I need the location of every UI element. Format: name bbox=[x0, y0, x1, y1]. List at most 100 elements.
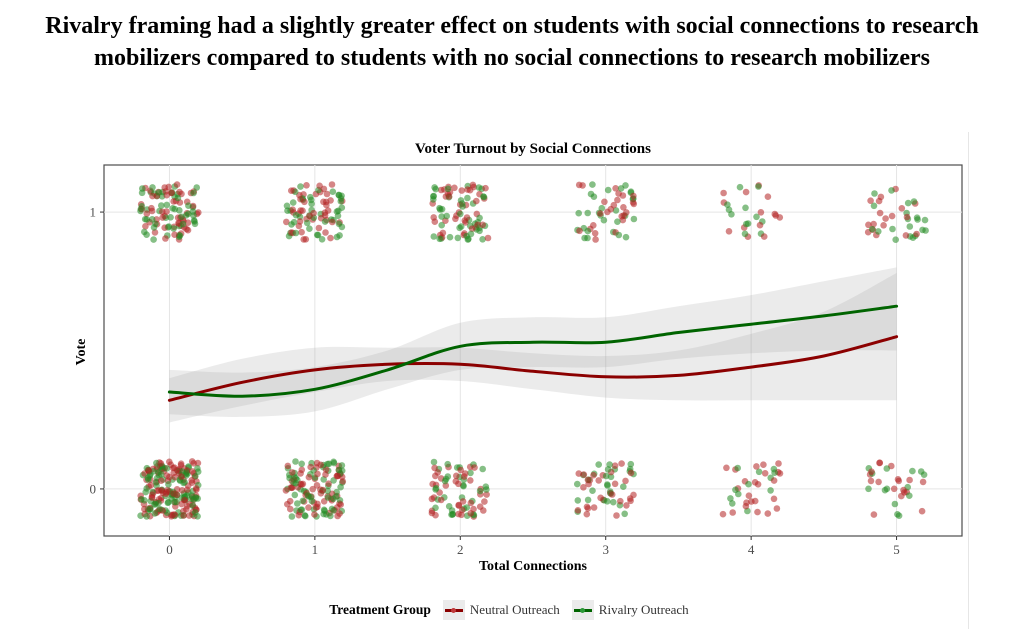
point-neutral bbox=[918, 507, 926, 515]
point-rivalry bbox=[589, 487, 596, 495]
point-rivalry bbox=[313, 231, 321, 239]
point-neutral bbox=[148, 207, 156, 215]
point-neutral bbox=[754, 508, 761, 516]
point-rivalry bbox=[330, 459, 338, 467]
point-neutral bbox=[432, 472, 439, 480]
point-rivalry bbox=[734, 464, 741, 472]
point-rivalry bbox=[302, 512, 309, 520]
point-rivalry bbox=[151, 510, 159, 517]
point-rivalry bbox=[476, 214, 483, 222]
point-neutral bbox=[453, 472, 460, 480]
point-rivalry bbox=[176, 232, 184, 239]
point-rivalry bbox=[630, 215, 638, 223]
point-rivalry bbox=[745, 480, 752, 488]
point-neutral bbox=[898, 205, 906, 212]
point-neutral bbox=[337, 501, 345, 508]
legend-item-rivalry[interactable]: Rivalry Outreach bbox=[571, 600, 689, 620]
point-rivalry bbox=[288, 513, 296, 520]
point-rivalry bbox=[574, 497, 582, 504]
point-rivalry bbox=[728, 211, 735, 218]
point-rivalry bbox=[475, 184, 483, 191]
point-rivalry bbox=[292, 229, 300, 237]
point-rivalry bbox=[185, 202, 192, 209]
point-rivalry bbox=[742, 204, 749, 212]
point-neutral bbox=[743, 499, 750, 507]
point-neutral bbox=[431, 218, 439, 225]
point-neutral bbox=[310, 209, 317, 217]
point-rivalry bbox=[290, 479, 297, 487]
point-rivalry bbox=[151, 501, 158, 508]
point-rivalry bbox=[321, 507, 328, 515]
legend-key-rivalry bbox=[571, 600, 594, 620]
point-rivalry bbox=[454, 234, 462, 242]
point-rivalry bbox=[318, 236, 326, 243]
point-neutral bbox=[719, 510, 727, 518]
point-neutral bbox=[900, 486, 907, 494]
point-neutral bbox=[574, 507, 582, 514]
point-rivalry bbox=[324, 494, 332, 501]
point-rivalry bbox=[600, 216, 608, 224]
point-rivalry bbox=[598, 204, 606, 212]
point-neutral bbox=[170, 511, 178, 518]
chart-headline: Rivalry framing had a slightly greater e… bbox=[45, 13, 979, 71]
point-rivalry bbox=[179, 220, 187, 228]
point-rivalry bbox=[587, 190, 595, 198]
point-neutral bbox=[171, 231, 178, 238]
point-neutral bbox=[316, 182, 323, 190]
point-neutral bbox=[457, 466, 465, 474]
point-rivalry bbox=[170, 498, 178, 506]
point-neutral bbox=[181, 496, 189, 504]
point-rivalry bbox=[298, 460, 306, 468]
point-neutral bbox=[190, 460, 197, 467]
axes: 0 1 2 3 4 5 0 1 bbox=[90, 205, 900, 557]
point-neutral bbox=[445, 193, 453, 200]
point-rivalry bbox=[910, 198, 918, 205]
point-rivalry bbox=[464, 194, 471, 202]
point-rivalry bbox=[610, 498, 617, 506]
legend-title: Treatment Group bbox=[329, 602, 431, 617]
point-neutral bbox=[471, 464, 478, 471]
point-rivalry bbox=[479, 465, 487, 473]
point-rivalry bbox=[178, 213, 185, 221]
point-rivalry bbox=[329, 188, 337, 195]
point-rivalry bbox=[457, 197, 465, 204]
point-neutral bbox=[894, 476, 902, 483]
point-rivalry bbox=[917, 468, 925, 475]
point-rivalry bbox=[584, 234, 591, 242]
point-neutral bbox=[322, 229, 329, 236]
point-rivalry bbox=[308, 200, 315, 208]
point-neutral bbox=[612, 185, 619, 192]
point-rivalry bbox=[736, 183, 744, 191]
point-neutral bbox=[180, 512, 187, 519]
point-rivalry bbox=[483, 486, 490, 493]
point-rivalry bbox=[190, 496, 198, 503]
point-rivalry bbox=[332, 493, 340, 500]
point-rivalry bbox=[617, 185, 625, 192]
point-rivalry bbox=[755, 468, 763, 476]
point-rivalry bbox=[335, 466, 343, 474]
point-neutral bbox=[870, 511, 878, 518]
legend-item-neutral[interactable]: Neutral Outreach bbox=[442, 600, 560, 620]
point-neutral bbox=[305, 504, 312, 511]
point-rivalry bbox=[338, 204, 346, 211]
point-neutral bbox=[452, 215, 459, 223]
point-neutral bbox=[627, 469, 635, 477]
point-rivalry bbox=[604, 186, 612, 194]
point-neutral bbox=[319, 486, 327, 494]
point-rivalry bbox=[744, 220, 752, 227]
point-neutral bbox=[877, 193, 885, 201]
point-neutral bbox=[725, 228, 733, 235]
point-rivalry bbox=[432, 484, 440, 492]
point-neutral bbox=[898, 492, 905, 500]
point-rivalry bbox=[150, 236, 157, 243]
point-rivalry bbox=[174, 194, 182, 202]
point-neutral bbox=[756, 221, 764, 229]
point-rivalry bbox=[158, 202, 165, 209]
point-rivalry bbox=[330, 507, 337, 514]
point-rivalry bbox=[438, 205, 446, 213]
point-rivalry bbox=[891, 500, 899, 508]
point-neutral bbox=[328, 181, 336, 188]
scatter-points bbox=[137, 181, 929, 520]
point-neutral bbox=[283, 218, 290, 226]
point-neutral bbox=[157, 477, 165, 485]
